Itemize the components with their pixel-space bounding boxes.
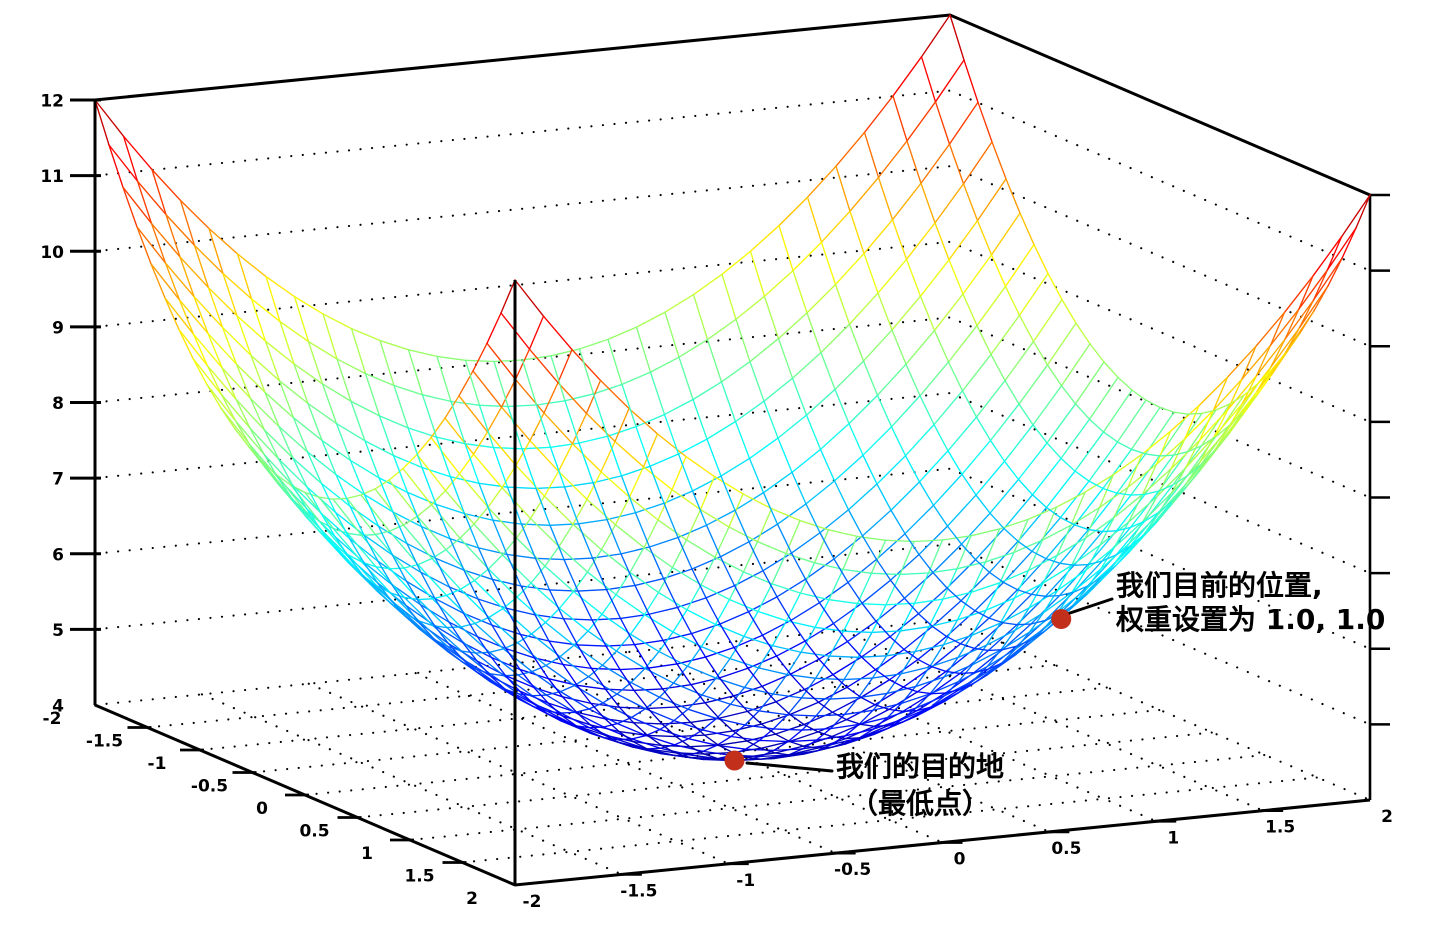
wireframe-surface	[94, 14, 1371, 762]
y-tick-label: -1.5	[620, 881, 657, 901]
annotation-current-line2: 权重设置为 1.0, 1.0	[1116, 603, 1386, 636]
x-tick-label: 0	[256, 799, 268, 819]
z-tick-label: 5	[52, 621, 64, 641]
y-tick-label: 0.5	[1051, 839, 1081, 859]
z-tick-label: 8	[52, 394, 64, 414]
floor-gridline	[200, 693, 623, 876]
x-tick-label: -0.5	[191, 777, 228, 797]
z-tick-label: 11	[40, 167, 64, 187]
annotation-current-line1: 我们目前的位置,	[1116, 569, 1323, 602]
x-tick-label: -1.5	[86, 732, 123, 752]
floor-gridline	[251, 686, 1109, 774]
annotation-destination-line1: 我们的目的地	[836, 750, 1005, 783]
marker-destination	[724, 750, 745, 771]
z-tick-label: 12	[40, 92, 64, 112]
y-tick-label: -1	[736, 871, 755, 891]
wall-gridline	[93, 467, 1372, 650]
z-tick-label: 4	[52, 697, 64, 717]
x-tick-label: 1.5	[404, 867, 434, 887]
wall-gridline	[93, 165, 1372, 348]
leader-current-position	[1068, 597, 1114, 615]
marker-current-position	[1051, 609, 1072, 629]
wall-gridline	[93, 392, 1372, 575]
x-tick-label: -2	[43, 709, 62, 729]
x-tick-label: 0.5	[299, 822, 329, 842]
wall-grid	[93, 89, 1372, 726]
leader-destination	[745, 761, 834, 773]
x-tick-label: -1	[148, 754, 167, 774]
x-tick-label: 2	[466, 889, 478, 909]
wall-gridline	[93, 543, 1372, 726]
markers	[724, 597, 1114, 773]
wall-gridline	[93, 89, 1372, 272]
y-tick-label: 1	[1167, 828, 1179, 848]
floor-gridline	[461, 776, 1319, 864]
z-tick-label: 9	[52, 318, 64, 338]
y-tick-label: 1.5	[1265, 818, 1295, 838]
z-tick-label: 7	[52, 470, 64, 490]
x-tick-label: 1	[361, 844, 373, 864]
y-tick-label: 2	[1381, 807, 1393, 827]
z-tick-label: 10	[40, 243, 64, 263]
z-tick-label: 6	[52, 545, 64, 565]
wall-gridline	[93, 240, 1372, 423]
annotation-destination-line2: （最低点）	[850, 787, 991, 820]
floor-gridline	[408, 753, 1267, 842]
y-tick-label: -0.5	[834, 860, 871, 880]
annotation-current-position: 我们目前的位置, 权重设置为 1.0, 1.0	[1116, 569, 1385, 637]
floor-gridline	[307, 682, 730, 865]
floor-gridline	[356, 731, 1214, 819]
y-tick-label: -2	[523, 892, 542, 912]
floor-gridline	[414, 672, 837, 855]
wall-gridline	[93, 316, 1372, 499]
y-tick-label: 0	[954, 850, 966, 870]
annotation-destination: 我们的目的地 （最低点）	[836, 748, 1004, 822]
box-top-edges	[94, 13, 1371, 197]
floor-front-edges	[94, 703, 1371, 887]
